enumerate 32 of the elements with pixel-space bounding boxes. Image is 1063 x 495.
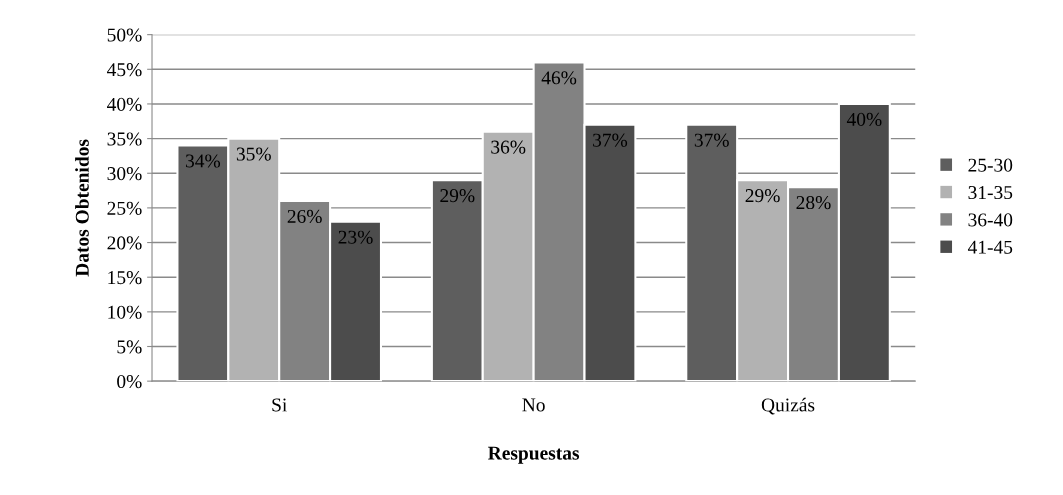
y-tick-label: 10% (108, 305, 142, 319)
x-tick-label: Si (272, 398, 287, 412)
y-tick-label: 35% (107, 132, 142, 146)
data-label: 36% (491, 140, 526, 154)
data-label: 29% (745, 189, 780, 203)
data-label: 34% (186, 154, 221, 168)
data-label: 23% (338, 230, 373, 244)
y-tick-label: 5% (117, 340, 142, 354)
data-label: 28% (796, 195, 831, 210)
legend-label: 41-45 (967, 240, 1013, 254)
x-tick-label: No (522, 398, 545, 412)
data-label: 35% (236, 147, 271, 161)
y-tick-label: 40% (107, 97, 142, 111)
y-axis-title: Datos Obtenidos (75, 139, 89, 277)
x-tick-label: Quizás (761, 397, 815, 415)
x-axis-title: Respuestas (488, 446, 580, 464)
y-tick-label: 50% (107, 28, 142, 42)
y-tick-label: 25% (107, 201, 142, 215)
y-tick-label: 20% (107, 236, 142, 250)
data-label: 26% (287, 209, 322, 224)
legend-label: 36-40 (968, 213, 1013, 227)
y-tick-label: 45% (107, 63, 142, 77)
data-label: 40% (846, 112, 882, 127)
data-label: 37% (593, 133, 628, 147)
legend-label: 25-30 (968, 158, 1013, 172)
y-tick-label: 15% (108, 271, 142, 285)
legend-label: 31-35 (968, 186, 1013, 200)
y-tick-label: 30% (107, 167, 142, 181)
data-label: 46% (541, 71, 577, 85)
y-tick-label: 0% (117, 374, 142, 389)
data-label: 29% (440, 189, 475, 203)
data-label: 37% (694, 133, 729, 147)
